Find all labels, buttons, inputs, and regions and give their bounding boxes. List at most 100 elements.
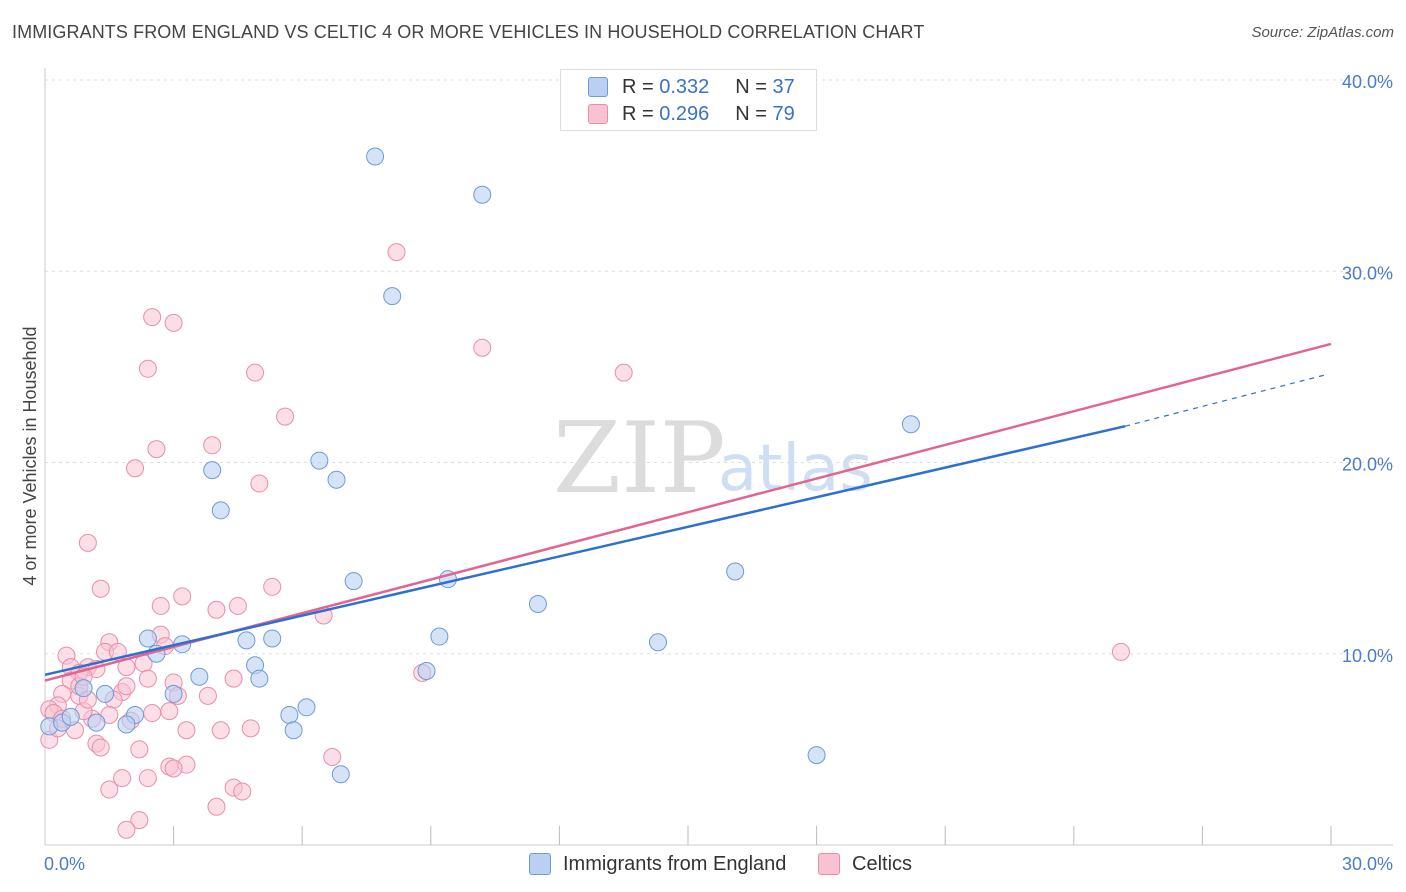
celtic-point xyxy=(246,363,265,382)
celtic-point xyxy=(614,363,633,382)
england-point xyxy=(250,669,269,688)
celtic-point xyxy=(117,677,136,696)
legend-r-label: R = xyxy=(622,75,660,98)
england-points xyxy=(40,147,920,784)
england-point xyxy=(417,661,436,680)
england-point xyxy=(280,705,299,724)
england-point xyxy=(344,572,363,591)
england-point xyxy=(138,629,157,648)
celtic-point xyxy=(164,313,183,332)
y-tick-label: 10.0% xyxy=(1342,646,1393,666)
celtic-point xyxy=(160,702,179,721)
england-point xyxy=(164,684,183,703)
celtic-point xyxy=(228,596,247,615)
england-point xyxy=(117,715,136,734)
celtic-point xyxy=(173,587,192,606)
celtic-point xyxy=(276,407,295,426)
celtic-point xyxy=(126,459,145,478)
england-trend-line xyxy=(44,424,1126,677)
x-tick-label: 30.0% xyxy=(1342,854,1393,874)
england-point xyxy=(263,629,282,648)
celtic-point xyxy=(130,811,149,830)
england-point xyxy=(726,562,745,581)
trend-lines xyxy=(44,342,1332,682)
england-point xyxy=(310,451,329,470)
bottom-legend-celtics: Celtics xyxy=(818,852,912,876)
celtic-point xyxy=(147,440,166,459)
celtic-point xyxy=(473,338,492,357)
celtic-point xyxy=(91,579,110,598)
celtic-point xyxy=(78,533,97,552)
celtic-point xyxy=(1111,642,1130,661)
watermark-atlas: atlas xyxy=(718,432,873,506)
celtic-point xyxy=(203,436,222,455)
celtic-point xyxy=(207,600,226,619)
legend-swatch-celtics xyxy=(588,104,608,124)
bottom-legend-england: Immigrants from England xyxy=(529,852,786,876)
celtic-point xyxy=(138,669,157,688)
england-point xyxy=(366,147,385,166)
england-point xyxy=(901,415,920,434)
legend-r-value: 0.296 xyxy=(659,102,710,125)
legend-n-value: 79 xyxy=(772,102,795,125)
celtic-point xyxy=(117,820,136,839)
bottom-legend-label-celtics: Celtics xyxy=(852,852,913,875)
england-point xyxy=(237,631,256,650)
watermark: ZIP atlas xyxy=(553,402,873,516)
chart-title: IMMIGRANTS FROM ENGLAND VS CELTIC 4 OR M… xyxy=(12,22,925,42)
legend-n-label: N = xyxy=(735,75,773,98)
england-point xyxy=(327,470,346,489)
england-point xyxy=(203,461,222,480)
legend-r-value: 0.332 xyxy=(659,75,710,98)
england-point xyxy=(190,667,209,686)
celtic-point xyxy=(323,748,342,767)
x-tick-label: 0.0% xyxy=(44,854,85,874)
celtic-points xyxy=(40,243,1130,839)
celtic-point xyxy=(263,577,282,596)
celtic-point xyxy=(211,721,230,740)
celtic-point xyxy=(250,474,269,493)
england-point xyxy=(284,721,303,740)
y-tick-label: 30.0% xyxy=(1342,263,1393,283)
england-point xyxy=(383,287,402,306)
legend: R = 0.332 N = 37 R = 0.296 N = 79 xyxy=(560,69,817,131)
england-point xyxy=(430,627,449,646)
legend-row-celtics: R = 0.296 N = 79 xyxy=(588,102,795,126)
bottom-legend-label-england: Immigrants from England xyxy=(563,852,787,875)
celtic-point xyxy=(177,721,196,740)
bottom-legend-swatch-celtics xyxy=(818,853,840,875)
watermark-zip: ZIP xyxy=(553,402,726,516)
tick-labels: 10.0% 20.0% 30.0% 40.0% 0.0% 30.0% xyxy=(44,72,1393,874)
celtic-point xyxy=(233,782,252,801)
england-point xyxy=(96,684,115,703)
celtic-point xyxy=(387,243,406,262)
england-point xyxy=(331,765,350,784)
celtic-point xyxy=(224,669,243,688)
celtic-point xyxy=(143,308,162,327)
celtic-point xyxy=(91,738,110,757)
y-tick-label: 20.0% xyxy=(1342,455,1393,475)
celtic-point xyxy=(164,759,183,778)
y-axis-label: 4 or more Vehicles in Household xyxy=(20,326,40,585)
legend-n-label: N = xyxy=(735,102,773,125)
england-point xyxy=(528,595,547,614)
celtic-point xyxy=(151,596,170,615)
england-point xyxy=(807,746,826,765)
grid-lines xyxy=(45,79,1393,655)
england-point xyxy=(74,679,93,698)
england-point xyxy=(211,501,230,520)
legend-swatch-england xyxy=(588,77,608,97)
legend-row-england: R = 0.332 N = 37 xyxy=(588,75,795,99)
legend-r-label: R = xyxy=(622,102,660,125)
celtic-point xyxy=(130,740,149,759)
source-label: Source: ZipAtlas.com xyxy=(1251,24,1394,41)
celtic-point xyxy=(143,704,162,723)
bottom-legend-swatch-england xyxy=(529,853,551,875)
celtic-point xyxy=(100,780,119,799)
celtic-point xyxy=(207,797,226,816)
england-point xyxy=(473,185,492,204)
celtic-point xyxy=(198,686,217,705)
celtic-point xyxy=(113,769,132,788)
celtic-point xyxy=(138,769,157,788)
